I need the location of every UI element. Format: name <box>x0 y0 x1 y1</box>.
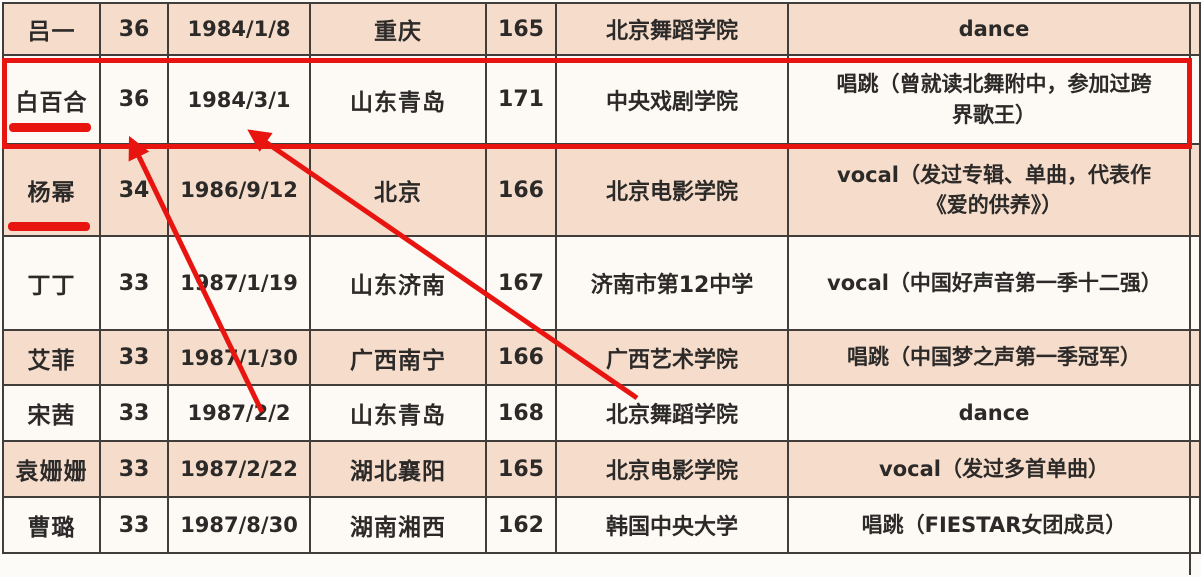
table-row: 艾菲 33 1987/1/30 广西南宁 166 广西艺术学院 唱跳（中国梦之声… <box>2 329 1201 386</box>
cell-height: 166 <box>485 329 557 386</box>
cell-height: 162 <box>485 496 557 554</box>
cell-height: 166 <box>485 143 557 237</box>
celebrity-table: 吕一 36 1984/1/8 重庆 165 北京舞蹈学院 dance 白百合 3… <box>2 2 1201 554</box>
table-row: 杨幂 34 1986/9/12 北京 166 北京电影学院 vocal（发过专辑… <box>2 143 1201 237</box>
cell-specialty: 唱跳（中国梦之声第一季冠军） <box>787 329 1201 386</box>
cell-age: 33 <box>99 496 169 554</box>
cell-birthplace: 重庆 <box>309 2 487 56</box>
cell-birthdate: 1987/8/30 <box>167 496 311 554</box>
cell-age: 33 <box>99 384 169 442</box>
cell-birthplace: 湖南湘西 <box>309 496 487 554</box>
cell-birthplace: 湖北襄阳 <box>309 440 487 498</box>
cell-name: 艾菲 <box>2 329 101 386</box>
cell-age: 36 <box>99 2 169 56</box>
cell-age: 36 <box>99 54 169 145</box>
cell-name: 曹璐 <box>2 496 101 554</box>
cell-school: 中央戏剧学院 <box>555 54 789 145</box>
cell-age: 34 <box>99 143 169 237</box>
cell-school: 北京电影学院 <box>555 440 789 498</box>
cell-name: 吕一 <box>2 2 101 56</box>
cell-birthdate: 1987/1/19 <box>167 235 311 331</box>
cell-specialty: 唱跳（FIESTAR女团成员） <box>787 496 1201 554</box>
cell-specialty: dance <box>787 2 1201 56</box>
table-row: 曹璐 33 1987/8/30 湖南湘西 162 韩国中央大学 唱跳（FIEST… <box>2 496 1201 554</box>
table-row: 袁姗姗 33 1987/2/22 湖北襄阳 165 北京电影学院 vocal（发… <box>2 440 1201 498</box>
cell-age: 33 <box>99 235 169 331</box>
cell-name: 袁姗姗 <box>2 440 101 498</box>
cell-birthplace: 山东青岛 <box>309 54 487 145</box>
cell-name: 杨幂 <box>2 143 101 237</box>
cell-specialty: dance <box>787 384 1201 442</box>
cell-birthplace: 山东青岛 <box>309 384 487 442</box>
cell-birthplace: 山东济南 <box>309 235 487 331</box>
cell-birthdate: 1987/1/30 <box>167 329 311 386</box>
cell-height: 165 <box>485 2 557 56</box>
cell-birthplace: 广西南宁 <box>309 329 487 386</box>
cell-specialty: vocal（发过专辑、单曲，代表作《爱的供养》） <box>787 143 1201 237</box>
cell-school: 韩国中央大学 <box>555 496 789 554</box>
cell-height: 171 <box>485 54 557 145</box>
table-row: 宋茜 33 1987/2/2 山东青岛 168 北京舞蹈学院 dance <box>2 384 1201 442</box>
cell-birthdate: 1987/2/22 <box>167 440 311 498</box>
cell-birthdate: 1986/9/12 <box>167 143 311 237</box>
cell-school: 北京舞蹈学院 <box>555 2 789 56</box>
table-row: 吕一 36 1984/1/8 重庆 165 北京舞蹈学院 dance <box>2 2 1201 56</box>
cell-name: 宋茜 <box>2 384 101 442</box>
cell-age: 33 <box>99 440 169 498</box>
cell-birthdate: 1984/3/1 <box>167 54 311 145</box>
cell-birthdate: 1987/2/2 <box>167 384 311 442</box>
cell-specialty: vocal（发过多首单曲） <box>787 440 1201 498</box>
cell-name: 白百合 <box>2 54 101 145</box>
cell-height: 165 <box>485 440 557 498</box>
cell-age: 33 <box>99 329 169 386</box>
cell-specialty: vocal（中国好声音第一季十二强） <box>787 235 1201 331</box>
cell-school: 北京舞蹈学院 <box>555 384 789 442</box>
cell-school: 济南市第12中学 <box>555 235 789 331</box>
cell-school: 广西艺术学院 <box>555 329 789 386</box>
cell-birthplace: 北京 <box>309 143 487 237</box>
table-row: 丁丁 33 1987/1/19 山东济南 167 济南市第12中学 vocal（… <box>2 235 1201 331</box>
cell-birthdate: 1984/1/8 <box>167 2 311 56</box>
table-row-highlighted: 白百合 36 1984/3/1 山东青岛 171 中央戏剧学院 唱跳（曾就读北舞… <box>2 54 1201 145</box>
cell-height: 168 <box>485 384 557 442</box>
cell-school: 北京电影学院 <box>555 143 789 237</box>
cell-name: 丁丁 <box>2 235 101 331</box>
cell-specialty: 唱跳（曾就读北舞附中，参加过跨界歌王） <box>787 54 1201 145</box>
cell-height: 167 <box>485 235 557 331</box>
